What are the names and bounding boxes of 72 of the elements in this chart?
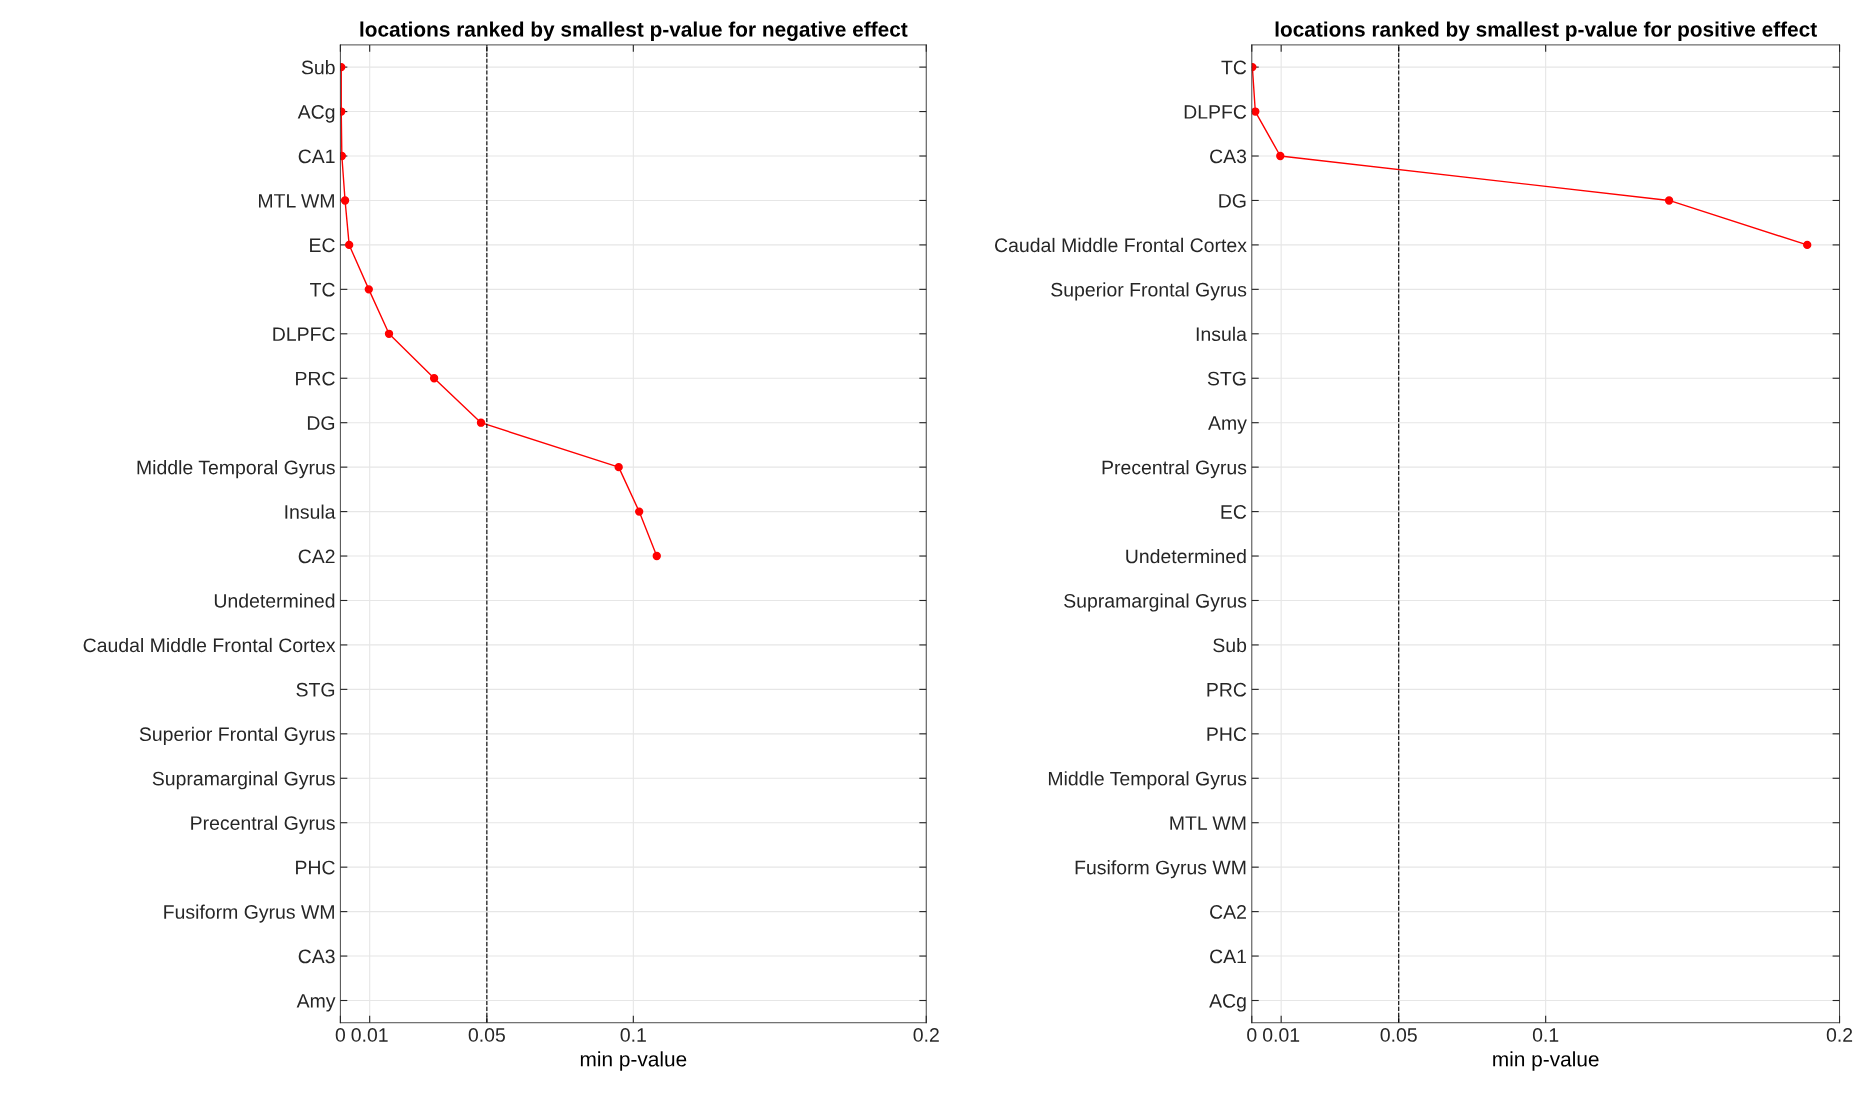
chart-title: locations ranked by smallest p-value for negative effect	[360, 21, 908, 41]
y-tick-label: ACg	[1209, 993, 1246, 1012]
point	[345, 240, 354, 250]
y-tick-label: PHC	[1207, 727, 1247, 742]
x-tick-label: 0.1	[1532, 1028, 1559, 1042]
y-tick-label: MTL WM	[259, 194, 334, 208]
y-tick-label: DLPFC	[273, 327, 335, 342]
point	[340, 151, 347, 161]
y-tick-label: Undetermined	[1126, 548, 1246, 564]
point	[1251, 107, 1260, 116]
point	[1803, 240, 1812, 250]
x-tick-label: 0.01	[351, 1028, 388, 1042]
y-tick-label: EC	[1221, 505, 1247, 519]
x-tick-label: 0.01	[1263, 1028, 1300, 1042]
y-tick-label: Precentral Gyrus	[191, 815, 335, 834]
y-tick-label: Superior Frontal Gyrus	[139, 726, 335, 745]
point	[1276, 151, 1285, 161]
point	[1664, 196, 1674, 205]
point	[364, 285, 373, 294]
point	[340, 196, 350, 205]
y-tick-label: Precentral Gyrus	[1102, 460, 1247, 479]
y-tick-label: Sub	[301, 60, 335, 75]
y-tick-label: DG	[307, 416, 335, 430]
y-tick-label: Amy	[296, 994, 336, 1012]
x-tick-label: 0.05	[1380, 1028, 1417, 1042]
y-tick-label: Supramarginal Gyrus	[152, 771, 335, 790]
y-tick-label: CA3	[1210, 149, 1247, 164]
y-tick-label: Caudal Middle Frontal Cortex	[995, 237, 1247, 253]
y-tick-label: Insula	[285, 504, 336, 519]
y-tick-label: Superior Frontal Gyrus	[1051, 282, 1247, 301]
y-tick-label: Amy	[1208, 416, 1247, 434]
x-tick-label: 0.1	[620, 1028, 646, 1042]
y-tick-label: PRC	[1207, 682, 1247, 697]
x-tick-label: 0.2	[1826, 1028, 1853, 1042]
y-tick-label: Fusiform Gyrus WM	[1075, 860, 1246, 879]
y-tick-label: STG	[1207, 371, 1246, 386]
x-tick-label: 0	[335, 1028, 346, 1042]
y-tick-label: EC	[310, 238, 335, 253]
point	[652, 551, 661, 561]
y-tick-label: CA3	[298, 949, 335, 964]
y-tick-label: STG	[296, 682, 335, 697]
x-axis-title: min p-value	[1493, 1051, 1599, 1071]
y-tick-label: Caudal Middle Frontal Cortex	[83, 637, 336, 653]
y-tick-label: Undetermined	[214, 593, 335, 608]
point	[429, 374, 439, 383]
y-tick-label: CA1	[1210, 949, 1246, 964]
y-tick-label: TC	[310, 282, 335, 297]
point	[384, 329, 394, 338]
y-tick-label: Fusiform Gyrus WM	[164, 904, 334, 923]
x-tick-label: 0	[1247, 1028, 1257, 1042]
x-tick-label: 0.05	[468, 1028, 505, 1042]
y-tick-label: CA1	[298, 149, 335, 164]
y-tick-label: ACg	[297, 105, 335, 123]
y-tick-label: PRC	[296, 371, 335, 386]
point	[476, 418, 486, 427]
point	[614, 462, 623, 472]
point	[635, 507, 644, 516]
y-tick-label: Sub	[1213, 637, 1247, 653]
y-tick-label: Insula	[1196, 326, 1247, 342]
chart-title: locations ranked by smallest p-value for positive effect	[1275, 21, 1817, 41]
y-tick-label: Middle Temporal Gyrus	[137, 460, 335, 479]
y-tick-label: CA2	[298, 549, 335, 564]
x-tick-label: 0.2	[913, 1028, 939, 1042]
y-tick-label: CA2	[1210, 905, 1246, 919]
y-tick-label: Middle Temporal Gyrus	[1048, 771, 1247, 790]
y-tick-label: TC	[1221, 60, 1247, 75]
x-axis-title: min p-value	[580, 1051, 687, 1071]
y-tick-label: Supramarginal Gyrus	[1064, 593, 1247, 612]
y-tick-label: DLPFC	[1184, 105, 1247, 119]
y-tick-label: PHC	[296, 860, 335, 875]
y-tick-label: MTL WM	[1170, 816, 1246, 830]
y-tick-label: DG	[1219, 193, 1246, 208]
